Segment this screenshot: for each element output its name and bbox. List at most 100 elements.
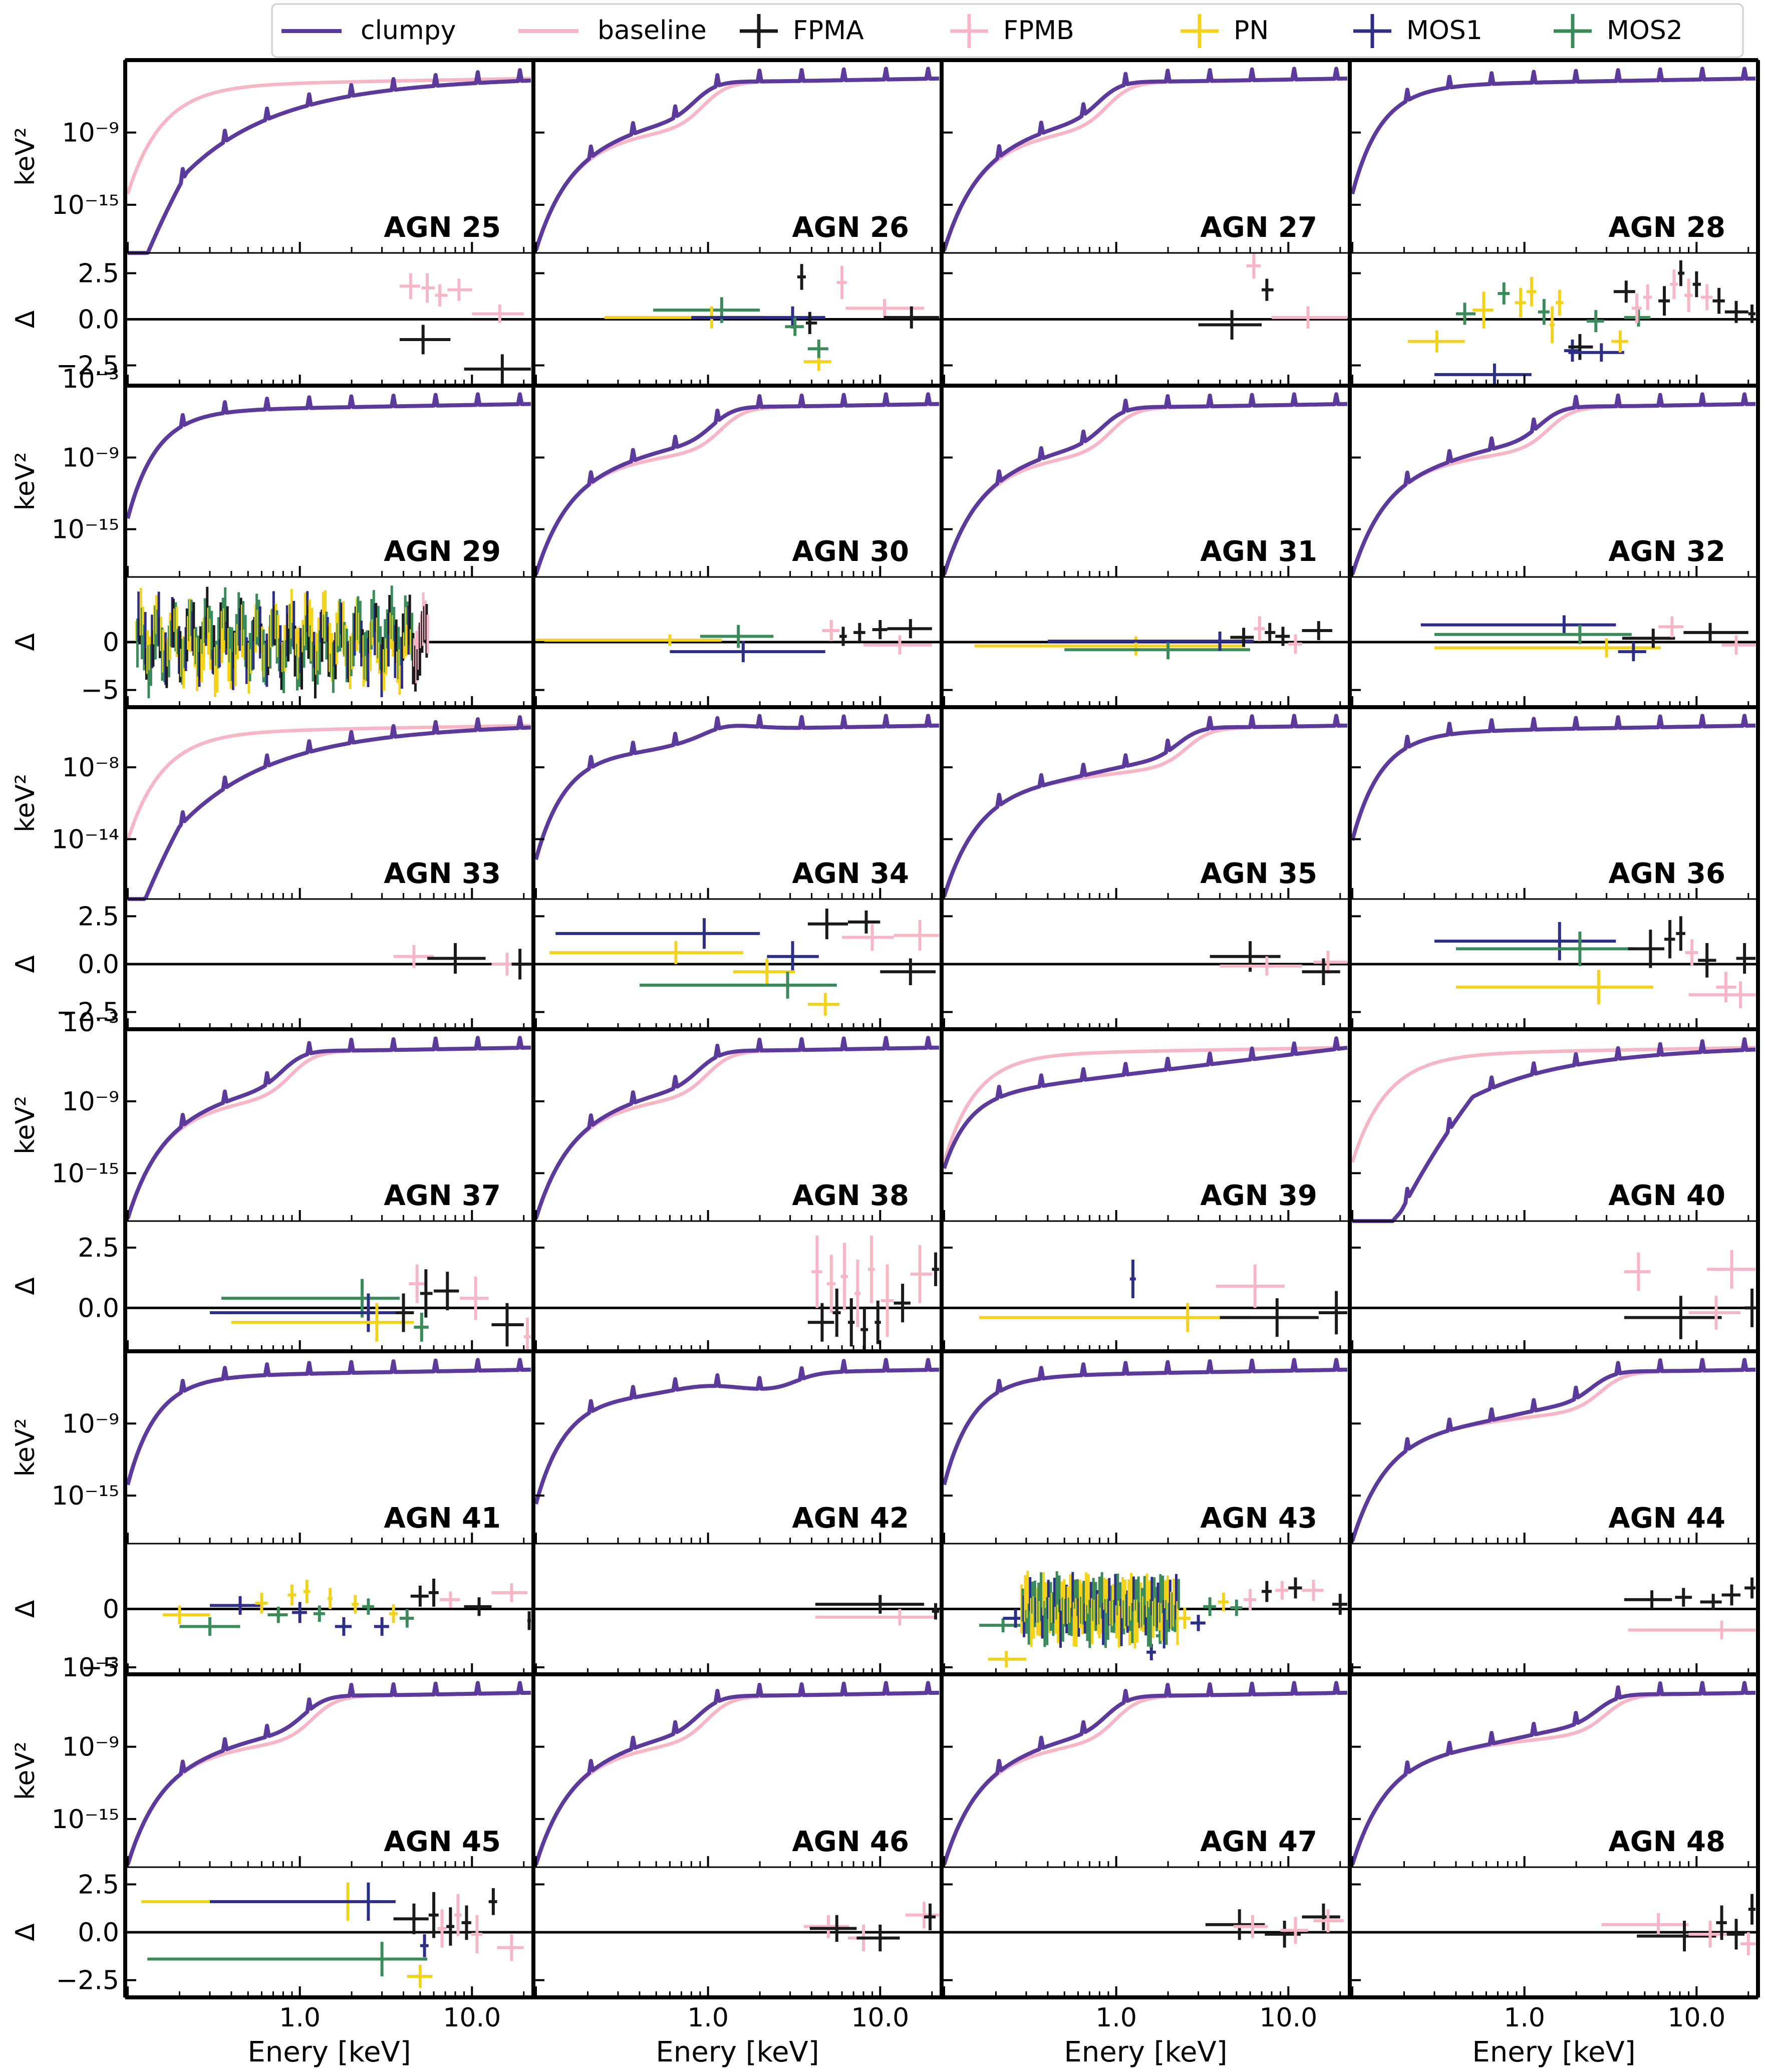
legend-entry-baseline: baseline — [518, 16, 707, 46]
clumpy-model-line — [1350, 1358, 1756, 1542]
clumpy-model-line — [126, 1681, 531, 1866]
clumpy-model-line — [534, 1358, 940, 1505]
panel-agn-37: AGN 37 keV² Δ 10⁻⁹ 10⁻¹⁵ 2.5 0.0 10⁻³ — [11, 1008, 534, 1352]
residual-point — [924, 1903, 936, 1931]
residual-point — [1736, 943, 1755, 974]
residual-point — [464, 1597, 492, 1616]
spectrum-tick-label: 10⁻¹⁵ — [52, 1158, 119, 1189]
x-tick-label: 10.0 — [1259, 2003, 1317, 2033]
residual-point — [1047, 631, 1254, 651]
baseline-model-line — [126, 77, 531, 195]
residual-point — [848, 1298, 855, 1347]
legend-entry-fpma: FPMA — [740, 14, 864, 48]
residual-point — [497, 1934, 524, 1961]
residual-point — [407, 1965, 433, 1988]
panel-label: AGN 27 — [1200, 211, 1317, 244]
residual-point — [767, 941, 819, 972]
residual-tick-label: 2.5 — [78, 258, 119, 288]
residual-point — [815, 1609, 936, 1626]
x-axis-label: Enery [keV] — [1064, 2036, 1227, 2068]
panel-label: AGN 26 — [792, 211, 909, 244]
residual-point — [1744, 1288, 1755, 1327]
residual-point — [1678, 260, 1685, 286]
residual-tick-label: 2.5 — [78, 902, 119, 932]
residual-point — [1275, 1581, 1289, 1600]
panel-agn-32: AGN 32 — [1349, 385, 1759, 708]
residual-point — [815, 1595, 925, 1614]
residual-point — [1688, 981, 1755, 1008]
residual-point — [910, 1245, 932, 1303]
residual-point — [1288, 634, 1302, 654]
x-tick-label: 1.0 — [1095, 2003, 1137, 2033]
residual-point — [1265, 623, 1276, 642]
residual-point — [639, 972, 837, 999]
panel-label: AGN 29 — [384, 535, 501, 568]
residual-point — [1631, 293, 1642, 323]
residual-point — [1676, 916, 1685, 951]
residual-point — [1244, 1589, 1257, 1610]
residual-point — [209, 1293, 404, 1332]
residual-point — [427, 943, 486, 974]
residual-point — [255, 1592, 268, 1614]
residual-point — [1190, 1615, 1206, 1631]
residual-tick-label: −5 — [81, 676, 119, 706]
panel-agn-26: AGN 26 — [532, 59, 943, 387]
residual-point — [1455, 970, 1653, 1005]
residual-point — [209, 1596, 262, 1615]
residual-point — [1744, 1577, 1755, 1599]
spectrum-y-label: keV² — [11, 1096, 41, 1154]
residual-point — [1230, 1599, 1243, 1616]
x-axis-label: Enery [keV] — [656, 2036, 819, 2068]
x-axis-label: Enery [keV] — [247, 2036, 411, 2068]
residual-point — [399, 273, 420, 300]
residual-point — [1568, 343, 1624, 362]
residual-point — [905, 1901, 939, 1929]
clumpy-model-line — [1350, 392, 1756, 575]
residual-tick-label: 0.0 — [78, 305, 119, 335]
spectrum-tick-label: 10⁻¹⁵ — [52, 1481, 119, 1511]
panel-agn-34: AGN 34 — [532, 706, 943, 1030]
baseline-model-line — [942, 1046, 1348, 1163]
residual-tick-label: 2.5 — [78, 1870, 119, 1900]
residual-point — [803, 1915, 849, 1938]
residual-point — [1455, 303, 1476, 325]
panel-label: AGN 32 — [1608, 535, 1725, 568]
residual-point — [1288, 1577, 1302, 1599]
residual-point — [461, 1905, 471, 1940]
residual-point — [1527, 276, 1537, 307]
residual-point — [1280, 1917, 1308, 1944]
baseline-model-line — [534, 1368, 940, 1505]
residual-point — [1611, 330, 1628, 353]
x-axis-label: Enery [keV] — [1472, 2036, 1635, 2068]
residual-point — [1220, 1298, 1319, 1337]
legend-label: MOS1 — [1406, 16, 1483, 46]
residual-point — [1624, 1296, 1722, 1339]
panel-agn-42: AGN 42 — [532, 1350, 943, 1675]
panel-label: AGN 46 — [792, 1826, 909, 1858]
residual-point — [460, 1276, 489, 1320]
clumpy-model-line — [1350, 714, 1756, 841]
residual-frame — [1349, 1220, 1759, 1352]
panel-label: AGN 42 — [792, 1502, 909, 1535]
panel-agn-45: AGN 45 keV² Δ 10⁻⁹ 10⁻¹⁵ 2.5 0.0 −2.5 10⁻³ 1.0 10.… — [11, 1653, 534, 2068]
residual-point — [523, 1317, 531, 1351]
residual-point — [491, 1583, 528, 1602]
residual-point — [887, 619, 932, 639]
panel-label: AGN 43 — [1200, 1502, 1317, 1535]
residual-point — [1721, 635, 1755, 655]
residual-point — [1515, 287, 1526, 318]
residual-point — [1628, 1620, 1755, 1640]
spectrum-tick-label: 10⁻¹⁵ — [52, 190, 119, 220]
spectrum-tick-label: 10⁻⁹ — [62, 118, 119, 148]
residual-point — [1178, 1608, 1191, 1629]
residual-tick-label: −2.5 — [56, 998, 119, 1028]
spectrum-y-label: keV² — [11, 1418, 41, 1477]
clumpy-model-line — [127, 715, 531, 901]
x-tick-label: 10.0 — [851, 2003, 909, 2033]
panel-agn-27: AGN 27 — [941, 59, 1351, 387]
residual-point — [1218, 1592, 1229, 1612]
panel-grid: AGN 25 keV² Δ 10⁻⁹ 10⁻¹⁵ 2.5 0.0 −2.5 AGN 26 AGN … — [11, 58, 1760, 2068]
legend-entry-clumpy: clumpy — [281, 16, 456, 46]
residual-point — [454, 1894, 462, 1936]
legend-box — [271, 3, 1744, 58]
